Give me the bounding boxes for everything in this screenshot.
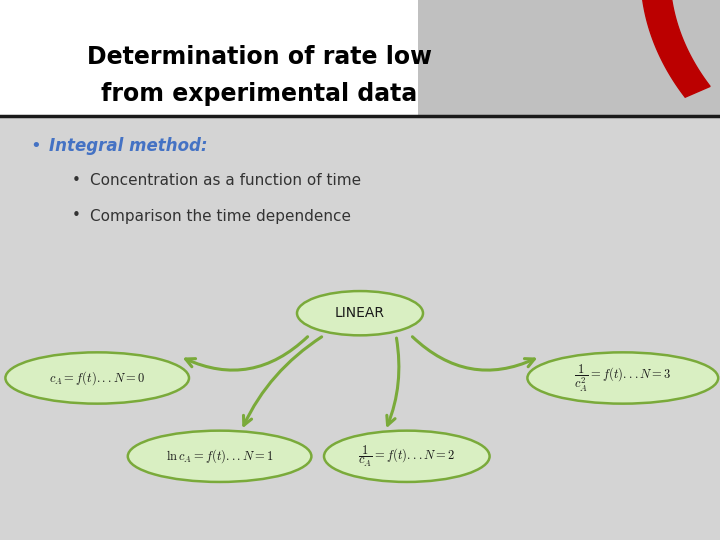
Polygon shape: [641, 0, 710, 97]
Bar: [0, 116, 720, 540]
Text: from experimental data: from experimental data: [101, 83, 418, 106]
Text: Determination of rate low: Determination of rate low: [86, 45, 432, 69]
Bar: [418, 0, 720, 116]
Text: •: •: [30, 137, 41, 155]
Ellipse shape: [527, 352, 718, 404]
Text: Concentration as a function of time: Concentration as a function of time: [90, 173, 361, 188]
Text: Comparison the time dependence: Comparison the time dependence: [90, 208, 351, 224]
Text: $\ln c_A = f(t)...N = 1$: $\ln c_A = f(t)...N = 1$: [166, 448, 274, 465]
Text: $\dfrac{1}{c_A} = f(t)...N = 2$: $\dfrac{1}{c_A} = f(t)...N = 2$: [358, 444, 456, 469]
Ellipse shape: [297, 291, 423, 335]
Text: LINEAR: LINEAR: [335, 306, 385, 320]
Ellipse shape: [6, 352, 189, 404]
Text: $\dfrac{1}{c_A^2} = f(t)...N = 3$: $\dfrac{1}{c_A^2} = f(t)...N = 3$: [574, 362, 672, 394]
Text: •: •: [72, 208, 81, 224]
Ellipse shape: [128, 431, 311, 482]
Text: Integral method:: Integral method:: [49, 137, 207, 155]
Ellipse shape: [324, 431, 490, 482]
Bar: [0, 0, 720, 116]
Text: $c_A = f(t)...N = 0$: $c_A = f(t)...N = 0$: [49, 369, 145, 387]
Text: •: •: [72, 173, 81, 188]
